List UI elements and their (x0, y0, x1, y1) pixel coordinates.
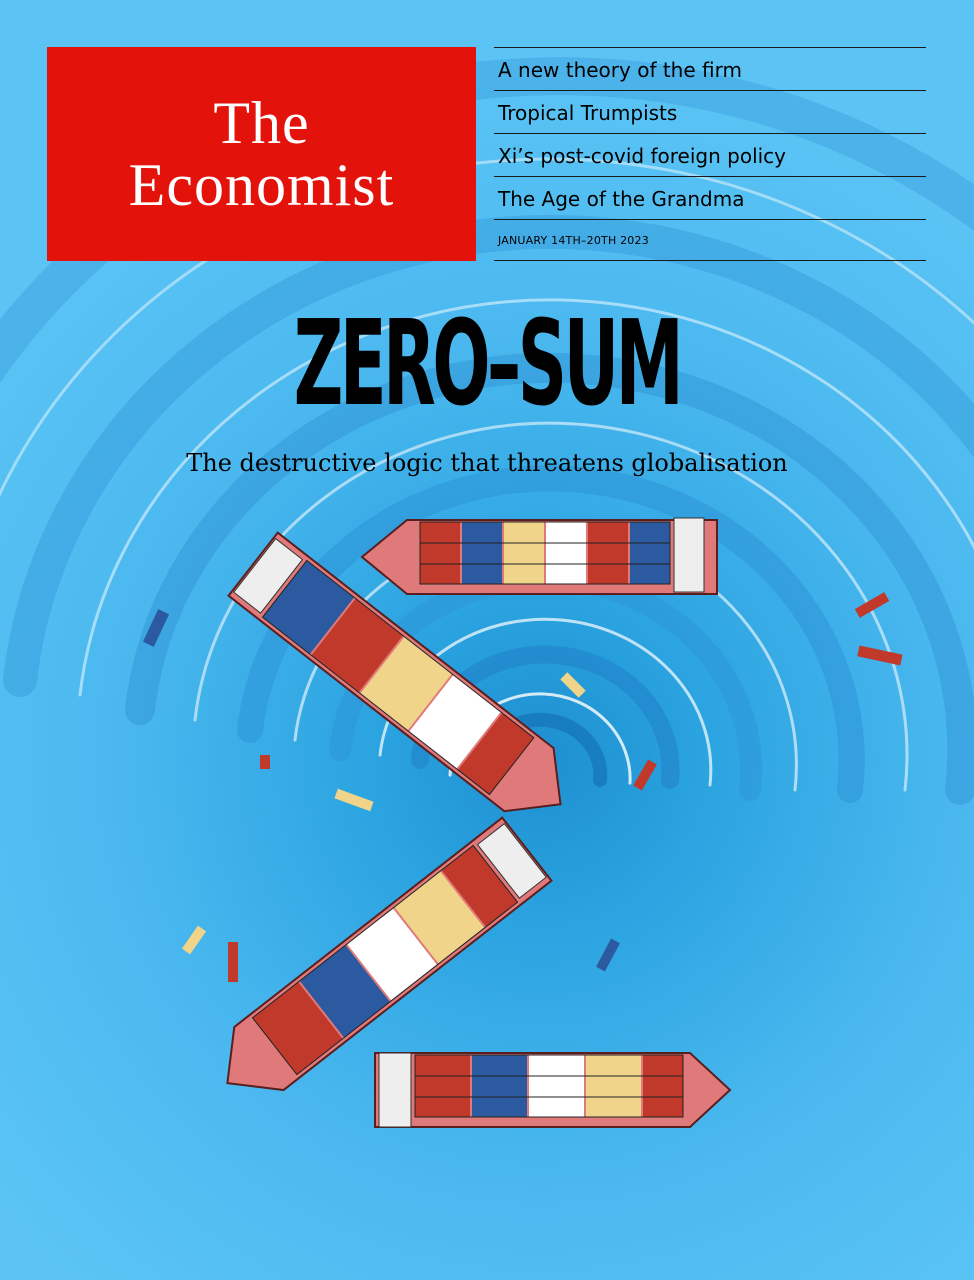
container-ship-top (360, 517, 718, 595)
masthead-line-1: The (213, 90, 310, 156)
container-ship-lower-diagonal (226, 816, 553, 1092)
coverline-1: A new theory of the firm (494, 48, 926, 91)
coverline-3: Xi’s post-covid foreign policy (494, 134, 926, 177)
floating-container (260, 755, 270, 769)
coverlines: A new theory of the firm Tropical Trumpi… (494, 47, 926, 261)
floating-container (181, 925, 207, 955)
swirl-line (0, 57, 974, 384)
masthead-logo: The Economist (47, 47, 476, 261)
container-ship-upper-diagonal (227, 531, 562, 813)
foam-line (0, 157, 974, 497)
coverline-2: Tropical Trumpists (494, 91, 926, 134)
rule-top (494, 47, 926, 48)
swirl-line (125, 352, 974, 805)
cover-subheadline: The destructive logic that threatens glo… (186, 449, 788, 477)
floating-container (857, 645, 903, 666)
floating-container (854, 592, 890, 618)
swirl-line (3, 214, 974, 697)
cover-headline: ZERO–SUM (293, 294, 684, 432)
floating-container (142, 609, 170, 647)
masthead-line-2: Economist (128, 152, 395, 218)
issue-date: JANUARY 14TH–20TH 2023 (494, 220, 926, 261)
foam-line (78, 298, 974, 697)
floating-container (228, 942, 238, 982)
floating-container (596, 938, 620, 972)
floating-container (560, 672, 586, 698)
coverline-4: The Age of the Grandma (494, 177, 926, 220)
container-ship-bottom (374, 1052, 732, 1128)
floating-container (633, 759, 657, 791)
floating-container (334, 788, 374, 812)
